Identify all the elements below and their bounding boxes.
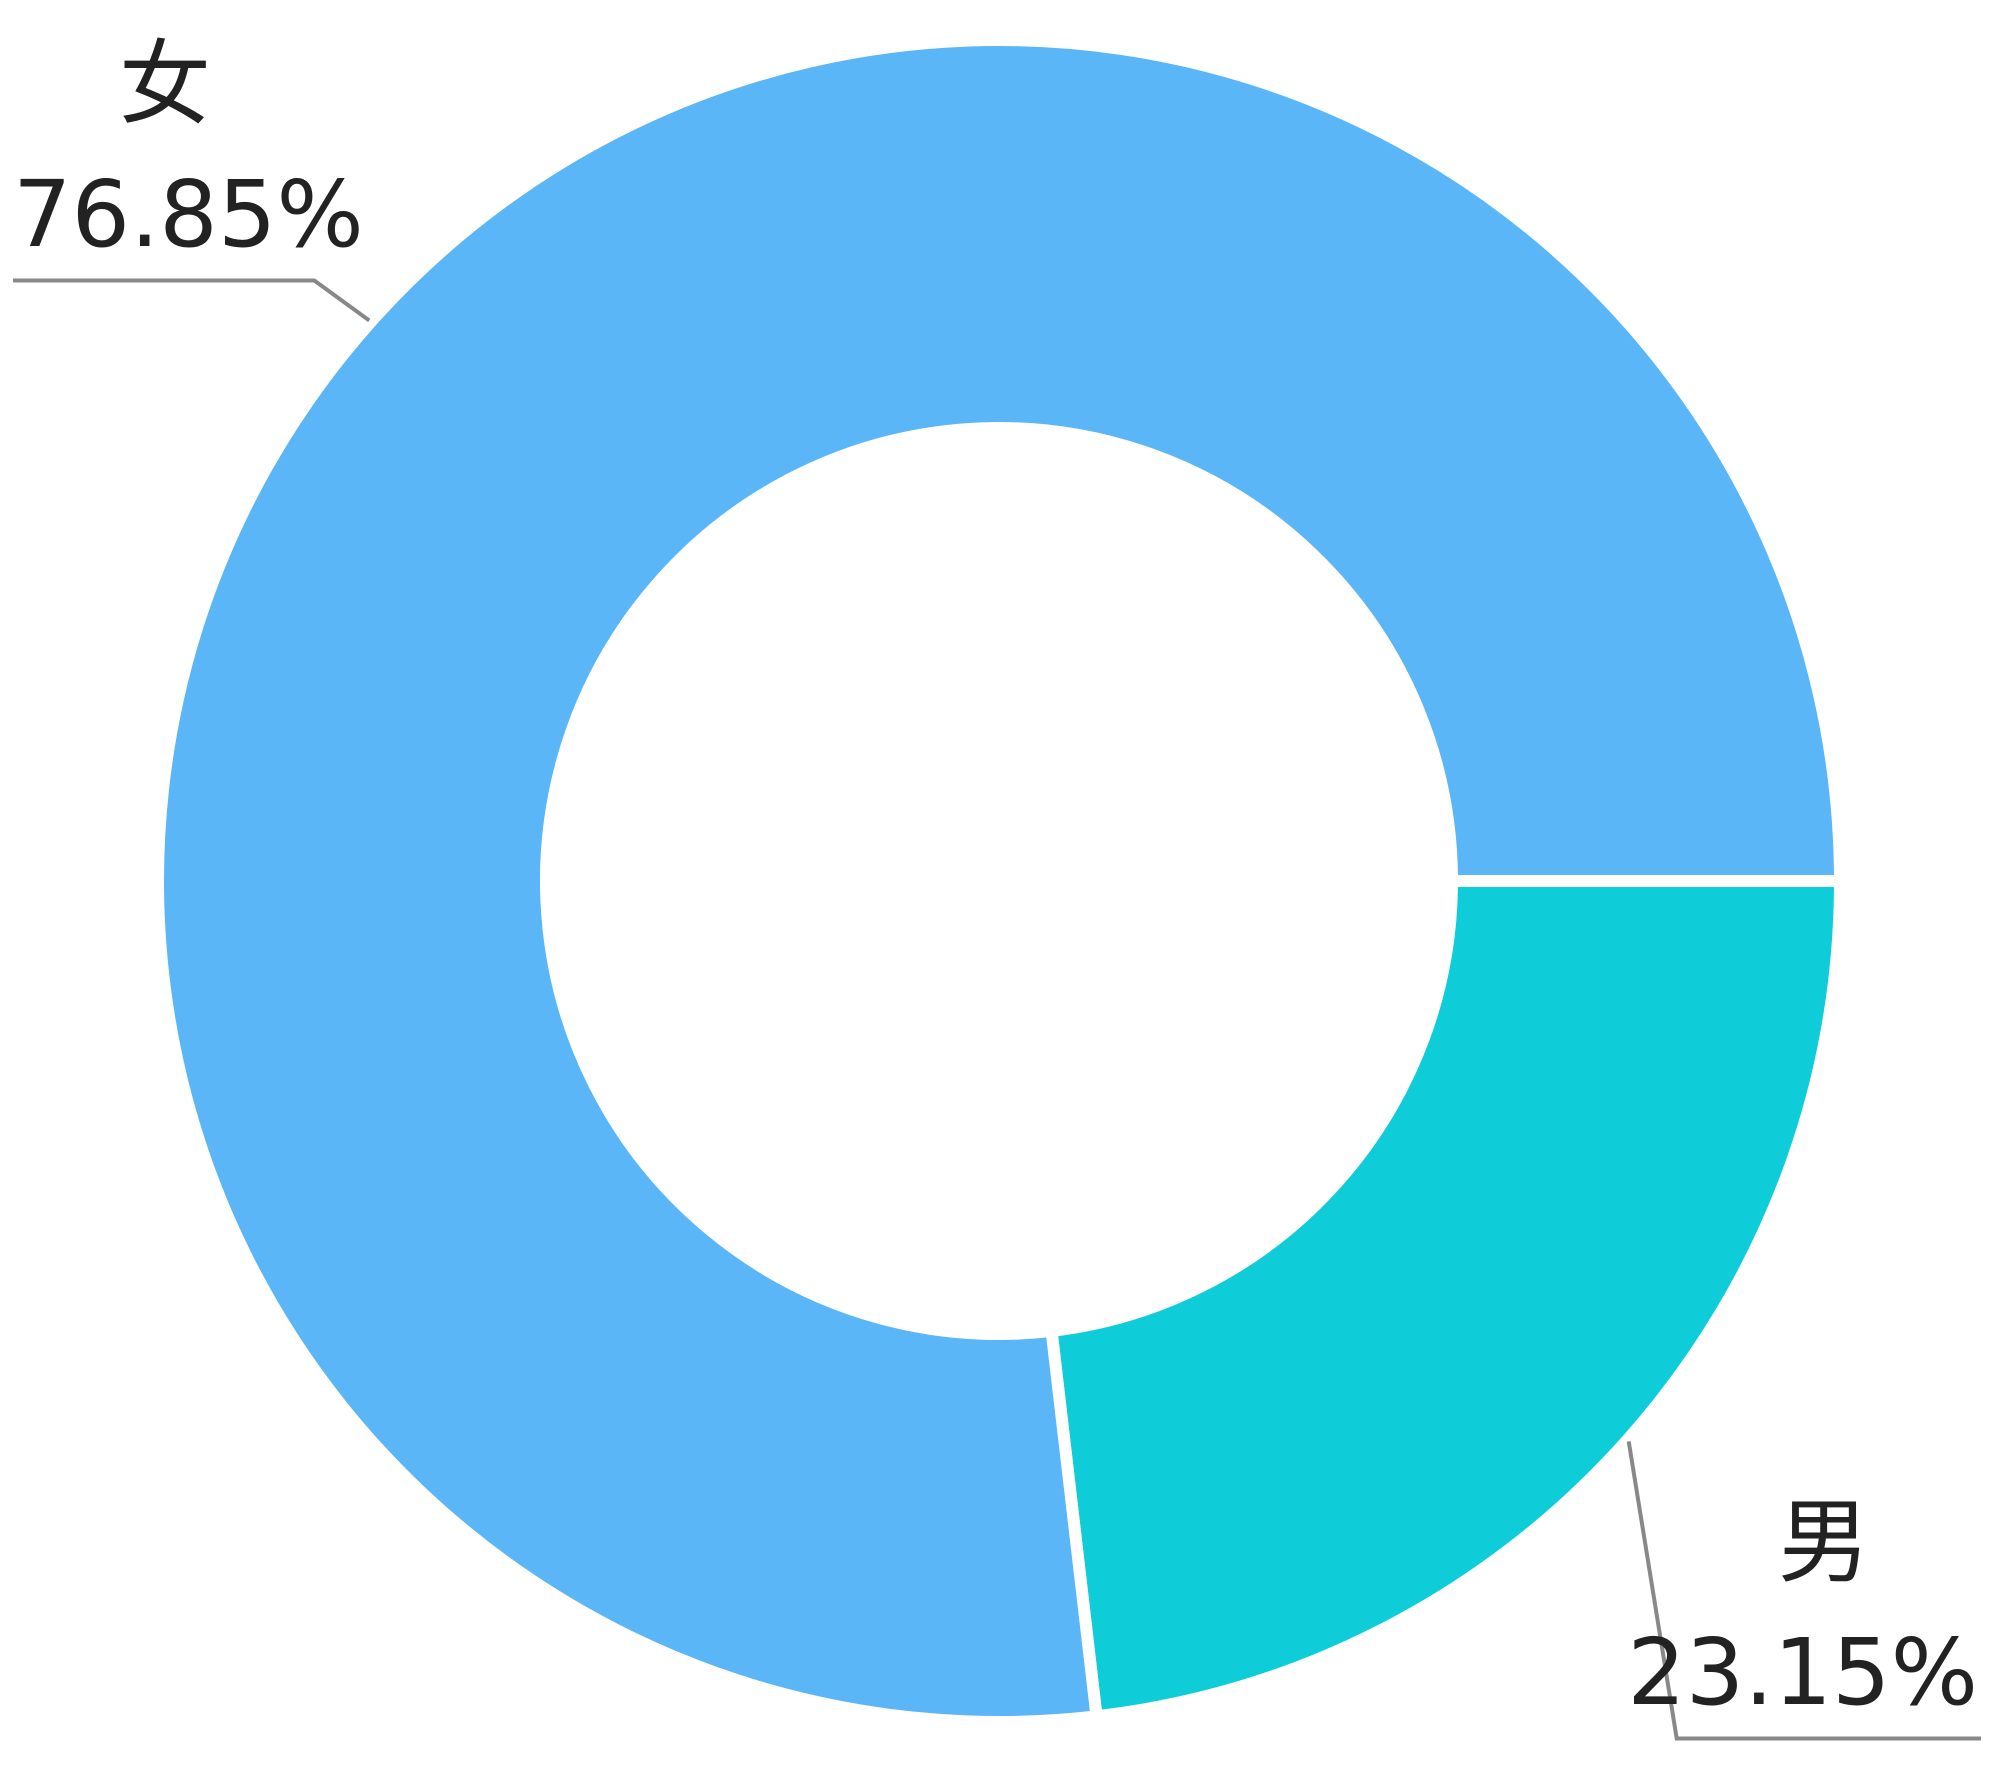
donut-slice — [152, 33, 1847, 1728]
slice-label: 男 — [1778, 1489, 1870, 1596]
donut-slice — [1044, 875, 1847, 1723]
leader-line — [13, 278, 371, 323]
slice-value-label: 23.15% — [1627, 1619, 1978, 1726]
slice-label: 女 — [119, 31, 211, 138]
leader-line — [1626, 1441, 1981, 1741]
slice-value-label: 76.85% — [13, 161, 364, 268]
